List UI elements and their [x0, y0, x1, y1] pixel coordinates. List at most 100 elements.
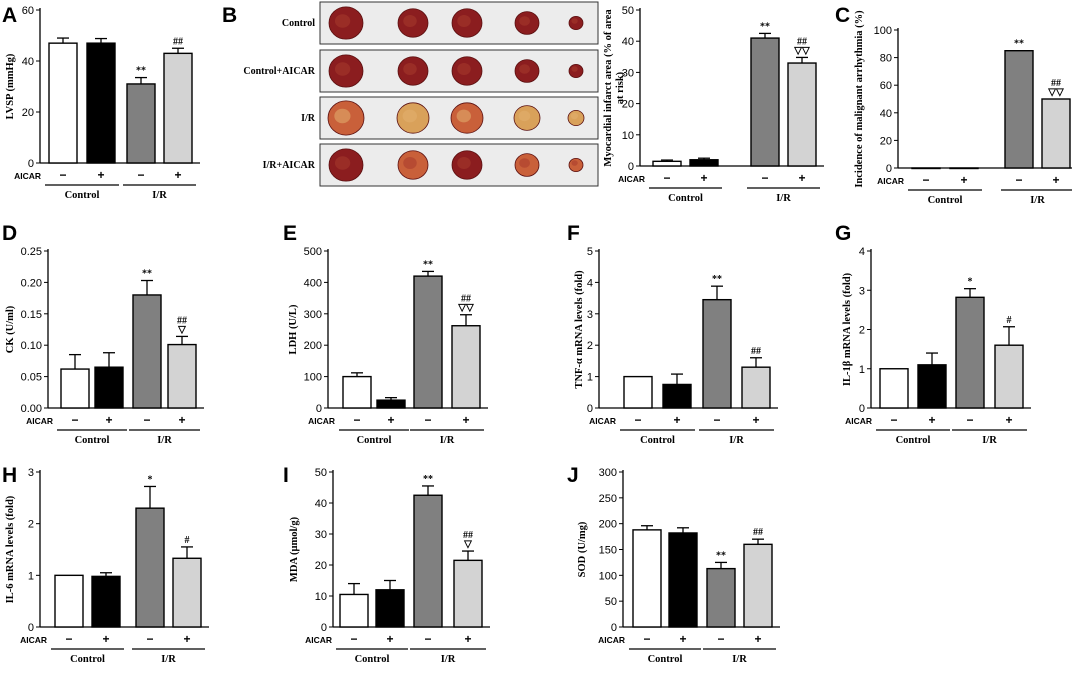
- bar-2: [662, 383, 692, 409]
- bar-3: [706, 567, 736, 628]
- bar-4: [787, 62, 817, 167]
- heart-slice-highlight: [570, 112, 579, 120]
- aicar-label: AICAR: [877, 176, 904, 186]
- y-tick-label: 0: [859, 403, 865, 415]
- y-tick-label: 200: [599, 519, 617, 531]
- aicar-label: AICAR: [14, 171, 41, 181]
- aicar-sign: −: [71, 413, 78, 427]
- group-label: Control: [65, 190, 100, 201]
- aicar-sign: +: [679, 632, 686, 646]
- photo-row-label: I/R+AICAR: [263, 160, 316, 171]
- y-axis-label: LVSP (mmHg): [5, 53, 16, 119]
- heart-slice-highlight: [403, 157, 417, 169]
- aicar-sign: −: [424, 632, 431, 646]
- y-tick-label: 40: [315, 498, 327, 510]
- bar-2: [94, 366, 124, 409]
- bar-1: [339, 593, 369, 628]
- bar-4: [172, 557, 202, 628]
- y-tick-label: 4: [859, 246, 865, 258]
- bar-3: [750, 37, 780, 167]
- bar-1: [632, 529, 662, 628]
- y-axis-label: LDH (U/L): [288, 304, 299, 354]
- bar-4: [743, 543, 773, 628]
- bar-3: [126, 83, 156, 164]
- bar-1: [879, 368, 909, 409]
- y-tick-label: 150: [599, 545, 617, 557]
- y-axis-label: Myocardial infarct area (% of areaat ris…: [603, 9, 626, 167]
- bar-3: [702, 298, 732, 409]
- bar-3: [413, 275, 443, 409]
- aicar-sign: −: [137, 168, 144, 182]
- aicar-label: AICAR: [618, 174, 645, 184]
- group-label: I/R: [1030, 195, 1045, 206]
- y-axis-label: IL-6 mRNA levels (fold): [5, 495, 16, 603]
- y-tick-label: 40: [22, 56, 34, 68]
- significance-label: ##: [461, 294, 471, 305]
- aicar-sign: −: [966, 413, 973, 427]
- aicar-sign: +: [1052, 173, 1059, 187]
- heart-slice-highlight: [571, 18, 578, 24]
- bar-1: [652, 160, 682, 167]
- panel-label-e: E: [283, 222, 297, 245]
- heart-slice-highlight: [334, 62, 351, 76]
- photo-row-label: Control+AICAR: [243, 66, 315, 77]
- y-tick-label: 50: [622, 5, 634, 17]
- y-tick-label: 3: [859, 285, 865, 297]
- significance-label: **: [1014, 39, 1024, 50]
- y-tick-label: 2: [28, 519, 34, 531]
- aicar-sign: +: [754, 632, 761, 646]
- heart-slice-highlight: [402, 109, 417, 123]
- significance-label: #: [1007, 315, 1012, 326]
- aicar-sign: −: [761, 171, 768, 185]
- aicar-sign: +: [960, 173, 967, 187]
- panel-label-g: G: [835, 222, 851, 245]
- aicar-sign: +: [174, 168, 181, 182]
- bar-3: [413, 494, 443, 628]
- heart-slice-highlight: [519, 16, 530, 26]
- aicar-sign: +: [97, 168, 104, 182]
- y-tick-label: 4: [587, 277, 593, 289]
- heart-slice-highlight: [519, 158, 530, 168]
- heart-slice-highlight: [334, 14, 351, 28]
- aicar-sign: +: [105, 413, 112, 427]
- bar-1: [911, 167, 941, 170]
- y-tick-label: 20: [22, 107, 34, 119]
- group-label: I/R: [161, 654, 176, 665]
- y-tick-label: 5: [587, 246, 593, 258]
- aicar-label: AICAR: [589, 416, 616, 426]
- y-tick-label: 2: [587, 340, 593, 352]
- y-tick-label: 1: [859, 364, 865, 376]
- aicar-sign: +: [178, 413, 185, 427]
- y-axis-label: IL-1β mRNA levels (fold): [842, 272, 853, 386]
- significance-label: **: [142, 269, 152, 280]
- bar-4: [741, 366, 771, 409]
- y-tick-label: 250: [599, 493, 617, 505]
- y-tick-label: 0: [886, 163, 892, 175]
- aicar-sign: +: [387, 413, 394, 427]
- significance-label: ##: [797, 36, 807, 47]
- panel-label-f: F: [567, 222, 580, 245]
- heart-slice-highlight: [456, 109, 471, 123]
- aicar-sign: +: [464, 632, 471, 646]
- y-tick-label: 0: [28, 158, 34, 170]
- significance-label: #: [185, 535, 190, 546]
- y-tick-label: 0.15: [21, 309, 42, 321]
- heart-slice-highlight: [571, 160, 578, 166]
- aicar-sign: −: [350, 632, 357, 646]
- bar-2: [375, 589, 405, 628]
- y-tick-label: 300: [304, 309, 322, 321]
- bar-1: [342, 375, 372, 409]
- bar-4: [451, 325, 481, 409]
- y-tick-label: 40: [622, 36, 634, 48]
- y-tick-label: 0: [28, 622, 34, 634]
- bar-1: [623, 375, 653, 409]
- bar-1: [54, 574, 84, 628]
- y-tick-label: 20: [315, 560, 327, 572]
- significance-label: ##: [173, 36, 183, 47]
- bar-3: [132, 294, 162, 409]
- group-label: I/R: [157, 435, 172, 446]
- infarct-photo-panel: B Control Control+AICAR I/R I/R+AICAR: [222, 1, 599, 187]
- panel-label-a: A: [2, 4, 17, 27]
- y-tick-label: 100: [599, 570, 617, 582]
